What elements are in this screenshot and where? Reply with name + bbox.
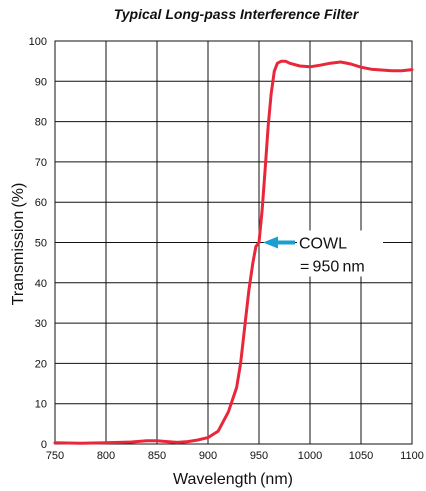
y-tick-label: 90 — [35, 76, 47, 88]
y-tick-label: 50 — [35, 238, 47, 250]
plot-frame — [54, 40, 413, 445]
y-tick-label: 70 — [35, 157, 47, 169]
x-tick-label: 800 — [97, 450, 115, 462]
y-tick-label: 10 — [35, 399, 47, 411]
y-tick-label: 40 — [35, 278, 47, 290]
x-tick-label: 850 — [148, 450, 166, 462]
y-tick-label: 30 — [35, 318, 47, 330]
cowl-annotation: COWL = 950 nm — [263, 230, 383, 277]
y-tick-label: 20 — [35, 358, 47, 370]
y-tick-label: 80 — [35, 117, 47, 129]
tick-labels: 750 800 850 900 950 1000 1050 1100 0 10 20 30 40 50 60… — [29, 36, 424, 462]
x-tick-label: 900 — [199, 450, 217, 462]
annotation-arrow-head — [263, 236, 278, 249]
chart-title: Typical Long-pass Interference Filter — [114, 6, 360, 22]
annotation-line-1: COWL — [299, 236, 347, 253]
y-axis-label: Transmission (%) — [10, 183, 27, 306]
x-tick-label: 1100 — [400, 450, 424, 462]
y-tick-label: 60 — [35, 197, 47, 209]
x-axis-label: Wavelength (nm) — [173, 471, 293, 488]
x-tick-label: 950 — [250, 450, 268, 462]
x-tick-label: 1000 — [298, 450, 322, 462]
y-tick-label: 0 — [41, 439, 47, 451]
x-tick-label: 1050 — [349, 450, 373, 462]
annotation-line-2: = 950 nm — [300, 259, 365, 276]
annotation-background — [297, 230, 383, 277]
y-tick-label: 100 — [29, 36, 47, 48]
series-line-transmission — [53, 59, 414, 445]
x-tick-label: 750 — [46, 450, 64, 462]
